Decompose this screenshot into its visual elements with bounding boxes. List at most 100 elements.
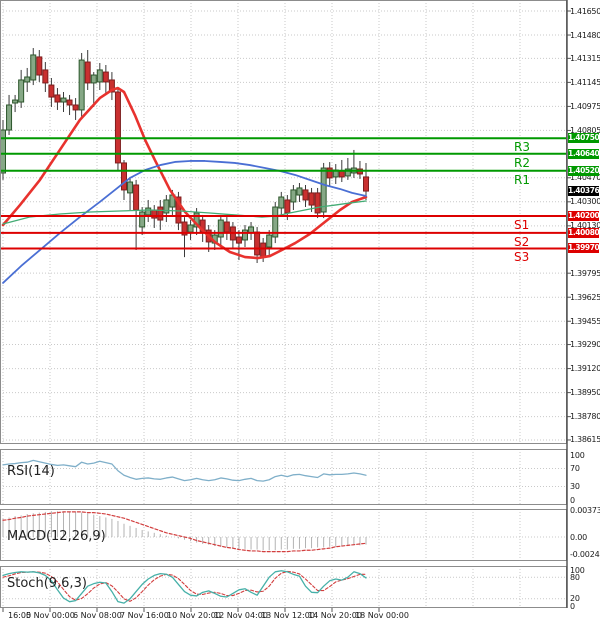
candle-up [242, 229, 248, 241]
candle-up [344, 168, 351, 177]
ma-mid-blue [2, 160, 367, 284]
price-tick-label: 1.39625 [570, 292, 600, 302]
price-tick-label: 1.39455 [570, 316, 600, 326]
candle-up [60, 97, 67, 103]
candle-down [326, 167, 333, 179]
support-price-badge: 1.40200 [568, 210, 600, 221]
candle-up [163, 199, 170, 214]
candle-up [139, 211, 146, 228]
candle-up [187, 224, 194, 233]
candle-up [0, 129, 6, 174]
stoch-scale-label: 0 [570, 601, 575, 611]
rsi-scale-label: 100 [570, 450, 585, 460]
price-tick-label: 1.40805 [570, 125, 600, 135]
support-price-badge: 1.40080 [568, 227, 600, 238]
candle-up [290, 189, 297, 203]
candle-up [296, 187, 303, 196]
candle-down [302, 189, 309, 201]
candle-down [102, 71, 109, 83]
candle-down [72, 104, 79, 111]
price-tick-label: 1.40470 [570, 173, 600, 183]
price-tick-label: 1.40975 [570, 101, 600, 111]
stoch-d-line [2, 570, 367, 602]
candle-down [54, 94, 61, 103]
stoch-k-line [2, 570, 367, 604]
current-price-badge: 1.40376 [568, 186, 600, 197]
price-tick-label: 1.38950 [570, 388, 600, 398]
price-tick-label: 1.39795 [570, 268, 600, 278]
candle-down [42, 69, 49, 84]
stoch-label: Stoch(9,6,3) [7, 576, 87, 591]
candle-down [254, 231, 261, 256]
candle-up [217, 219, 224, 238]
price-tick-label: 1.38615 [570, 435, 600, 445]
macd-label: MACD(12,26,9) [7, 529, 106, 544]
resistance-price-badge: 1.40640 [568, 148, 600, 159]
level-name-s1: S1 [514, 217, 530, 232]
time-axis-label: 7 Nov 16:00 [120, 611, 169, 620]
price-tick-label: 1.41315 [570, 53, 600, 63]
candle-up [278, 196, 285, 209]
level-name-s2: S2 [514, 234, 530, 249]
time-axis-label: 14 Nov 20:00 [308, 611, 362, 620]
candle-down [121, 162, 127, 191]
time-axis-label: 18 Nov 00:00 [355, 611, 409, 620]
rsi-panel-border [0, 449, 567, 505]
candle-up [266, 234, 273, 248]
candle-up [320, 167, 327, 213]
level-name-r2: R2 [514, 155, 530, 170]
macd-scale-label: -0.002473 [570, 549, 600, 559]
level-name-r1: R1 [514, 172, 530, 187]
support-price-badge: 1.39970 [568, 243, 600, 254]
price-tick-label: 1.41480 [570, 30, 600, 40]
candle-down [48, 84, 55, 98]
macd-scale-label: 0.003731 [570, 506, 600, 516]
candle-down [84, 61, 91, 84]
candle-up [12, 99, 19, 104]
candle-up [272, 206, 279, 238]
ma-fast-red [1, 86, 368, 260]
candle-up [6, 104, 13, 131]
price-tick-label: 1.40300 [570, 197, 600, 207]
time-axis-label: 12 Nov 04:00 [214, 611, 268, 620]
candle-up [78, 59, 85, 111]
candle-up [127, 181, 134, 194]
price-tick-label: 1.41650 [570, 6, 600, 16]
candle-down [175, 196, 182, 224]
candle-up [24, 76, 31, 83]
rsi-scale-label: 70 [570, 464, 580, 473]
candle-down [133, 184, 140, 211]
rsi-label: RSI(14) [7, 464, 55, 479]
time-axis-label: 5 Nov 00:00 [26, 611, 75, 620]
candle-down [36, 56, 43, 76]
time-axis-label: 10 Nov 20:00 [167, 611, 221, 620]
candle-down [223, 221, 230, 233]
candle-up [90, 74, 97, 84]
time-axis-label: 13 Nov 12:00 [261, 611, 315, 620]
candle-down [308, 192, 315, 206]
candle-down [284, 199, 291, 214]
rsi-line [2, 459, 367, 482]
macd-scale-label: 0.00 [570, 532, 588, 542]
price-tick-label: 1.39290 [570, 340, 600, 350]
time-axis-label: 6 Nov 08:00 [73, 611, 122, 620]
stoch-scale-label: 20 [570, 594, 580, 604]
price-tick-label: 1.39120 [570, 364, 600, 374]
rsi-scale-label: 0 [570, 495, 575, 505]
candle-down [363, 176, 369, 192]
candle-up [18, 79, 25, 103]
resistance-price-badge: 1.40520 [568, 165, 600, 176]
candle-up [96, 69, 103, 83]
level-name-s3: S3 [514, 250, 530, 265]
candle-down [66, 99, 73, 106]
candle-down [314, 192, 321, 214]
level-name-r3: R3 [514, 140, 530, 155]
price-tick-label: 1.41145 [570, 77, 600, 87]
price-tick-label: 1.40130 [570, 221, 600, 231]
stoch-scale-label: 80 [570, 572, 580, 582]
macd-signal-line [2, 511, 367, 553]
candle-down [114, 91, 121, 164]
candle-up [30, 54, 37, 81]
